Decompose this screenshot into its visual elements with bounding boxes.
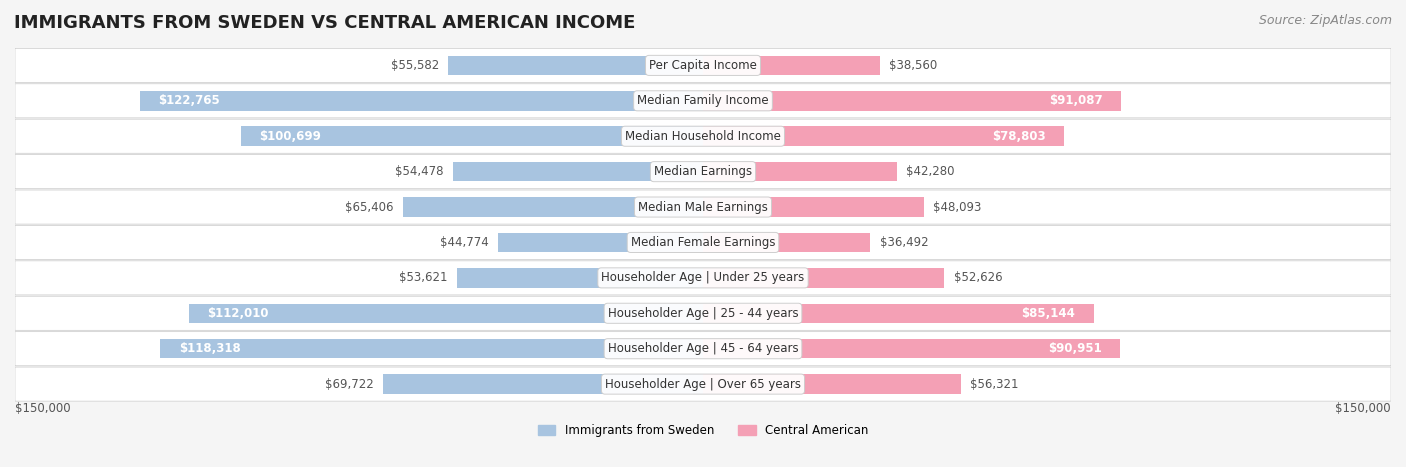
FancyBboxPatch shape [15, 332, 1391, 366]
Text: $36,492: $36,492 [880, 236, 928, 249]
Bar [703, 375, 962, 394]
Text: $48,093: $48,093 [932, 200, 981, 213]
Text: Median Earnings: Median Earnings [654, 165, 752, 178]
Bar [703, 304, 1094, 323]
FancyBboxPatch shape [15, 367, 1391, 401]
Text: Median Male Earnings: Median Male Earnings [638, 200, 768, 213]
Text: $112,010: $112,010 [208, 307, 269, 320]
Bar [703, 198, 924, 217]
Text: Median Female Earnings: Median Female Earnings [631, 236, 775, 249]
Text: $150,000: $150,000 [15, 402, 70, 415]
FancyBboxPatch shape [15, 190, 1391, 224]
FancyBboxPatch shape [15, 155, 1391, 189]
Bar [404, 198, 703, 217]
Text: $69,722: $69,722 [325, 378, 374, 390]
Text: Householder Age | 25 - 44 years: Householder Age | 25 - 44 years [607, 307, 799, 320]
Bar [384, 375, 703, 394]
Text: $44,774: $44,774 [440, 236, 488, 249]
Text: $90,951: $90,951 [1047, 342, 1102, 355]
FancyBboxPatch shape [15, 49, 1391, 83]
Bar [703, 127, 1064, 146]
Text: $100,699: $100,699 [260, 130, 322, 143]
Text: $52,626: $52,626 [953, 271, 1002, 284]
Text: Householder Age | Under 25 years: Householder Age | Under 25 years [602, 271, 804, 284]
Bar [703, 339, 1121, 359]
Text: Source: ZipAtlas.com: Source: ZipAtlas.com [1258, 14, 1392, 27]
Bar [457, 268, 703, 288]
Text: $122,765: $122,765 [159, 94, 219, 107]
Bar [703, 233, 870, 252]
Text: $56,321: $56,321 [970, 378, 1019, 390]
Text: Median Household Income: Median Household Income [626, 130, 780, 143]
Text: Householder Age | Over 65 years: Householder Age | Over 65 years [605, 378, 801, 390]
Text: $54,478: $54,478 [395, 165, 444, 178]
Text: $78,803: $78,803 [993, 130, 1046, 143]
FancyBboxPatch shape [15, 296, 1391, 330]
Bar [498, 233, 703, 252]
Bar [703, 268, 945, 288]
Text: $150,000: $150,000 [1336, 402, 1391, 415]
Bar [240, 127, 703, 146]
Bar [703, 91, 1121, 111]
Bar [160, 339, 703, 359]
Bar [453, 162, 703, 181]
Text: Householder Age | 45 - 64 years: Householder Age | 45 - 64 years [607, 342, 799, 355]
Bar [703, 162, 897, 181]
Text: $53,621: $53,621 [399, 271, 449, 284]
Text: IMMIGRANTS FROM SWEDEN VS CENTRAL AMERICAN INCOME: IMMIGRANTS FROM SWEDEN VS CENTRAL AMERIC… [14, 14, 636, 32]
Bar [449, 56, 703, 75]
Text: $42,280: $42,280 [905, 165, 955, 178]
Text: $118,318: $118,318 [179, 342, 240, 355]
Text: $55,582: $55,582 [391, 59, 439, 72]
Text: $91,087: $91,087 [1049, 94, 1102, 107]
Text: $85,144: $85,144 [1021, 307, 1076, 320]
Bar [703, 56, 880, 75]
Text: $65,406: $65,406 [346, 200, 394, 213]
Text: $38,560: $38,560 [889, 59, 938, 72]
FancyBboxPatch shape [15, 226, 1391, 260]
FancyBboxPatch shape [15, 119, 1391, 153]
Legend: Immigrants from Sweden, Central American: Immigrants from Sweden, Central American [533, 419, 873, 442]
Text: Per Capita Income: Per Capita Income [650, 59, 756, 72]
FancyBboxPatch shape [15, 84, 1391, 118]
Bar [190, 304, 703, 323]
Text: Median Family Income: Median Family Income [637, 94, 769, 107]
FancyBboxPatch shape [15, 261, 1391, 295]
Bar [141, 91, 703, 111]
